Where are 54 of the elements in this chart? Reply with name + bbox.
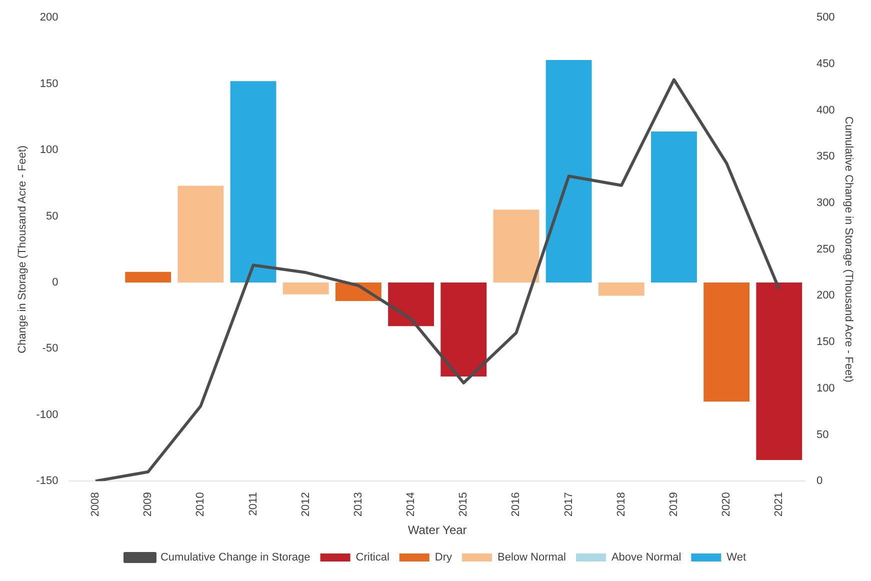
bar: [546, 60, 592, 282]
bar: [598, 282, 644, 296]
legend-label: Critical: [356, 552, 390, 564]
x-tick-label: 2021: [773, 492, 786, 517]
x-tick-label: 2012: [300, 492, 312, 517]
x-tick-label: 2017: [562, 492, 575, 517]
bar: [651, 131, 697, 282]
x-tick-label: 2013: [352, 492, 364, 517]
x-tick-label: 2010: [194, 492, 207, 517]
y2-tick-label: 100: [816, 382, 835, 394]
x-tick-label: 2008: [90, 492, 102, 517]
y-tick-label: -50: [42, 342, 58, 355]
bar: [230, 81, 276, 282]
bar: [125, 272, 172, 282]
y-axis-title: Change in Storage (Thousand Acre - Feet): [16, 145, 29, 354]
legend-label: Cumulative Change in Storage: [160, 552, 310, 564]
y2-tick-label: 150: [816, 336, 835, 348]
x-tick-label: 2016: [510, 492, 522, 517]
y2-tick-label: 250: [816, 243, 835, 256]
x-tick-label: 2018: [615, 492, 628, 517]
x-tick-label: 2019: [668, 492, 680, 517]
bar: [756, 282, 802, 460]
bar: [440, 282, 487, 377]
y-tick-label: 200: [40, 12, 58, 24]
y2-tick-label: 500: [816, 12, 835, 24]
y2-tick-label: 0: [816, 475, 823, 488]
bar: [493, 210, 540, 282]
x-tick-label: 2015: [458, 492, 470, 517]
y2-axis-title: Cumulative Change in Storage (Thousand Acre - Feet): [842, 116, 854, 382]
legend-label: Wet: [726, 552, 746, 564]
y2-tick-label: 300: [816, 197, 835, 210]
y-tick-label: 50: [46, 210, 58, 222]
legend-label: Above Normal: [611, 552, 682, 564]
bar: [282, 282, 329, 294]
y-tick-label: -100: [36, 408, 58, 421]
x-tick-label: 2009: [142, 492, 154, 517]
y2-tick-label: 350: [816, 150, 835, 163]
legend-label: Dry: [434, 552, 453, 564]
y2-tick-label: 400: [816, 104, 835, 116]
y2-tick-label: 200: [816, 290, 835, 302]
legend-label: Below Normal: [498, 552, 566, 564]
bar: [704, 282, 750, 402]
bar: [388, 282, 434, 326]
y-tick-label: 100: [40, 144, 58, 156]
y2-tick-label: 450: [816, 58, 835, 70]
y-tick-label: -150: [36, 475, 58, 488]
x-axis-title: Water Year: [408, 523, 467, 538]
x-tick-label: 2020: [720, 492, 733, 517]
y2-tick-label: 50: [816, 428, 829, 441]
y-tick-label: 0: [52, 276, 58, 289]
x-tick-label: 2011: [247, 492, 260, 516]
y-tick-label: 150: [40, 78, 58, 90]
x-tick-label: 2014: [405, 492, 418, 517]
bar: [178, 186, 224, 282]
